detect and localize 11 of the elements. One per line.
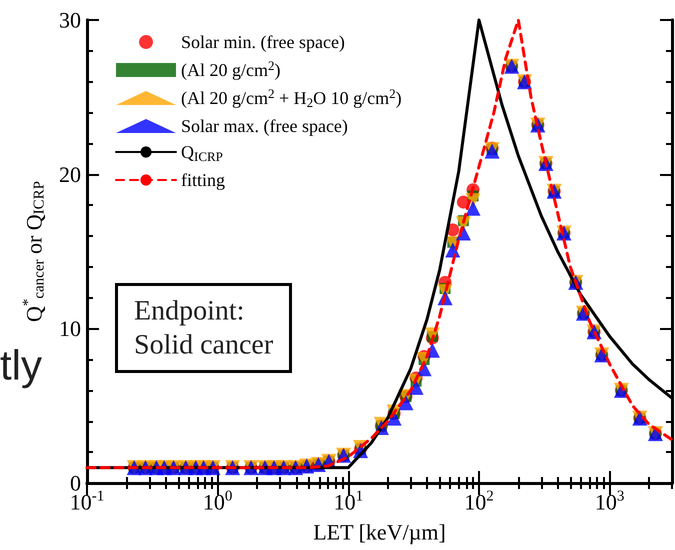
text: tly [0, 342, 42, 388]
legend-label: Solar max. (free space) [181, 116, 348, 136]
annotation: Endpoint: Solid cancer [134, 296, 274, 360]
y-axis-title: Q*cancer or QICRP [20, 180, 48, 322]
legend-label: Solar min. (free space) [181, 32, 345, 52]
y-tick-label: 30 [59, 8, 81, 32]
x-axis-title: LET [keV/µm] [313, 520, 446, 544]
y-tick-label: 10 [59, 316, 81, 342]
y-tick-label: 0 [70, 470, 81, 496]
legend-label: fitting [181, 170, 225, 190]
y-tick-label: 20 [59, 162, 81, 187]
